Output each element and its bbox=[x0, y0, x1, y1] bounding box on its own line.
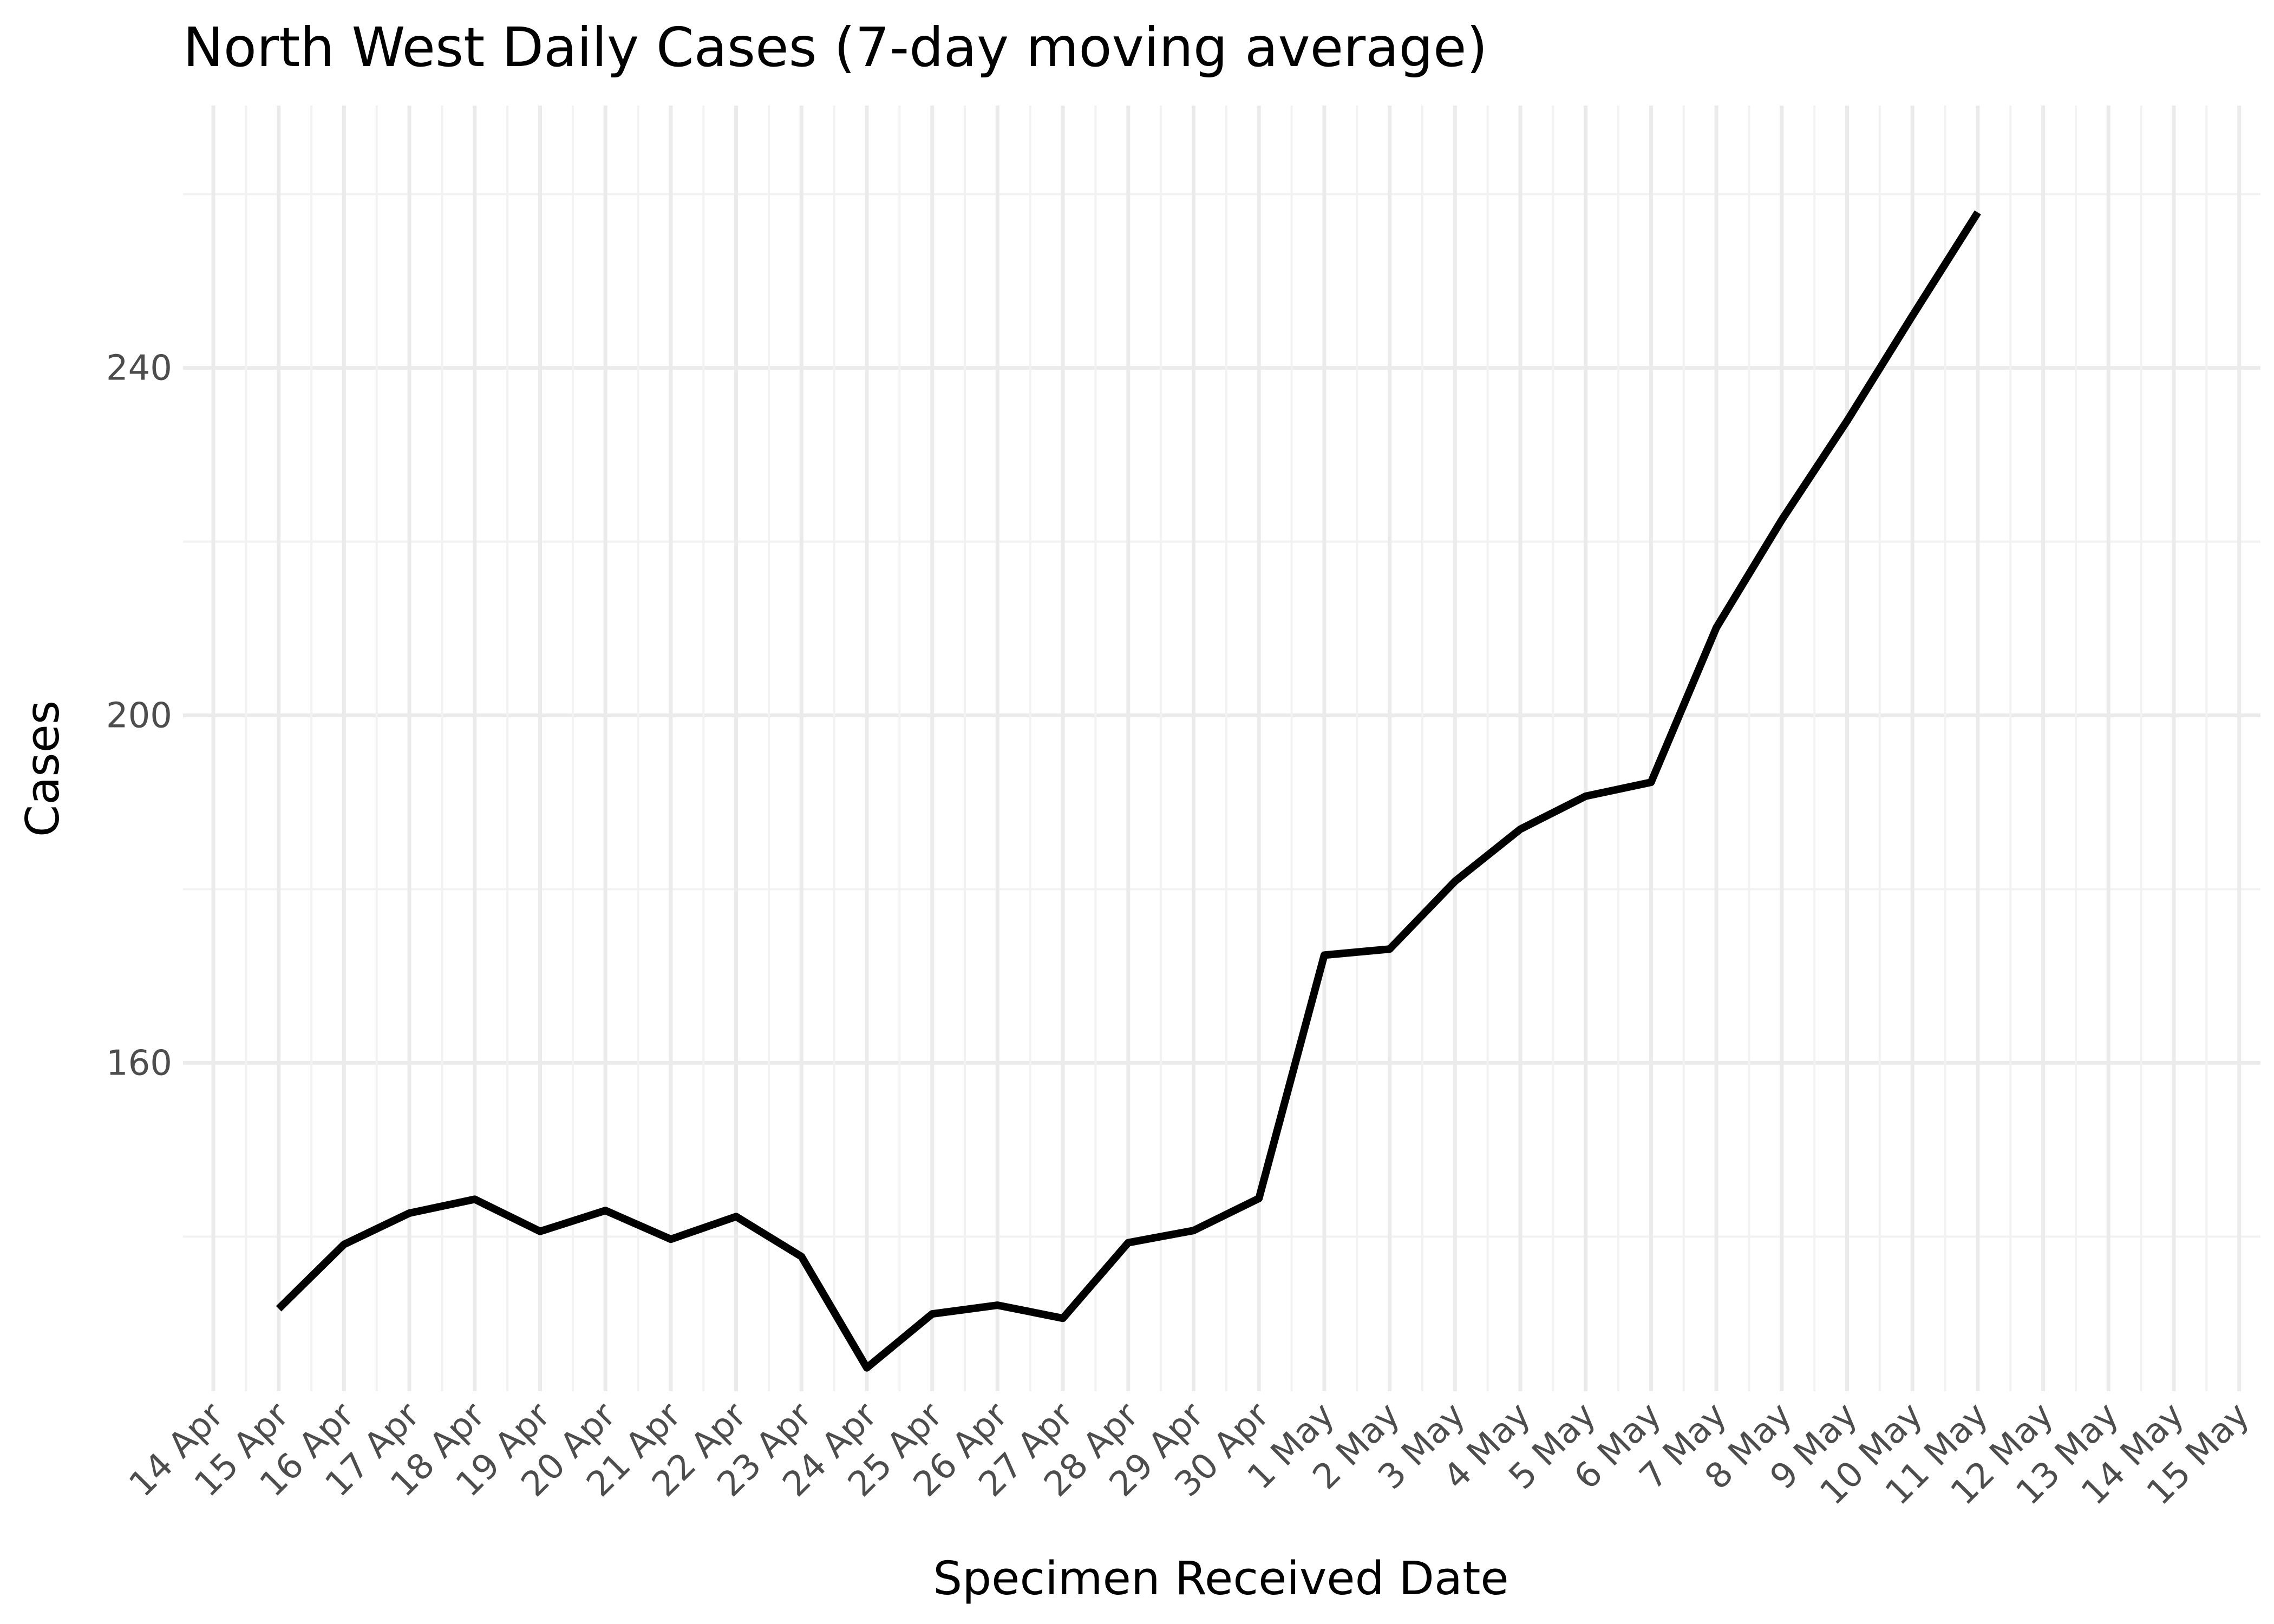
y-tick-label: 240 bbox=[106, 349, 172, 389]
gridlines bbox=[183, 106, 2260, 1391]
y-tick-label: 200 bbox=[106, 696, 172, 736]
x-axis-title: Specimen Received Date bbox=[933, 1552, 1508, 1606]
series-line bbox=[276, 210, 1981, 1372]
chart-title: North West Daily Cases (7-day moving ave… bbox=[183, 16, 1488, 79]
y-axis-title: Cases bbox=[16, 700, 70, 837]
y-axis-ticks: 160 200 240 bbox=[106, 349, 172, 1084]
series-layer bbox=[276, 210, 1981, 1372]
y-tick-label: 160 bbox=[106, 1043, 172, 1083]
